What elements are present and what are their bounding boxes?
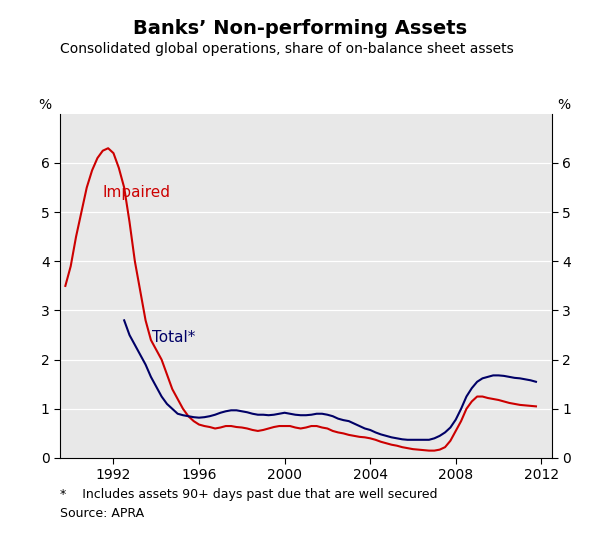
Text: Consolidated global operations, share of on-balance sheet assets: Consolidated global operations, share of…	[60, 42, 514, 56]
Text: %: %	[557, 98, 570, 112]
Text: Impaired: Impaired	[103, 185, 171, 201]
Text: %: %	[38, 98, 51, 112]
Text: Total*: Total*	[152, 331, 196, 345]
Text: Banks’ Non-performing Assets: Banks’ Non-performing Assets	[133, 19, 467, 38]
Text: *    Includes assets 90+ days past due that are well secured: * Includes assets 90+ days past due that…	[60, 488, 437, 501]
Text: Source: APRA: Source: APRA	[60, 507, 144, 520]
